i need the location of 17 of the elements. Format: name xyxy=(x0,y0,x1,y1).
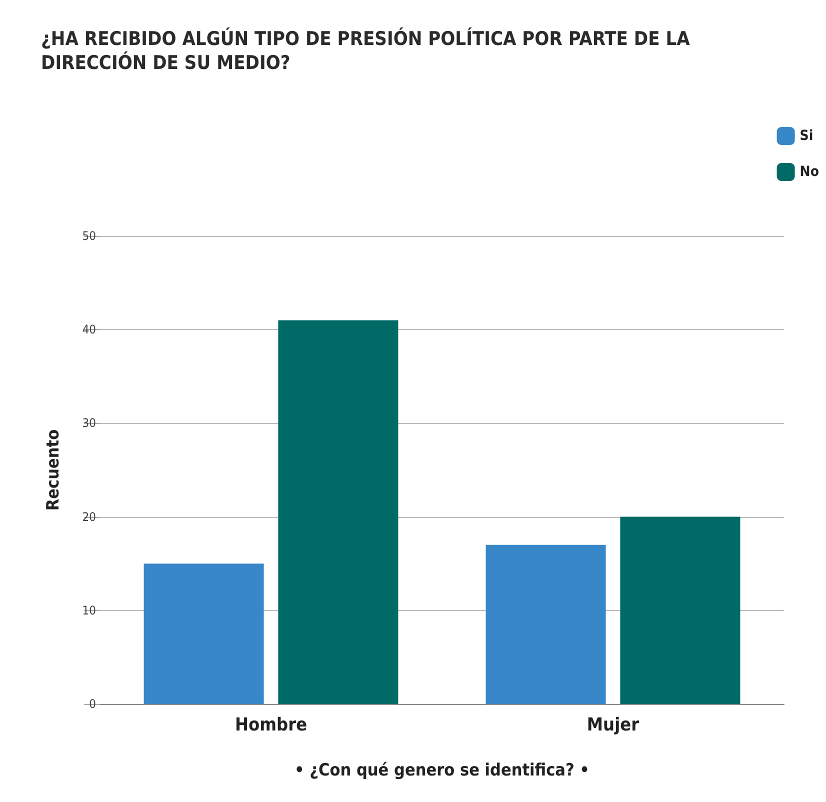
chart-title: ¿HA RECIBIDO ALGÚN TIPO DE PRESIÓN POLÍTICA POR PARTE DE LA DIRECCIÓN DE SU MEDIO? xyxy=(41,27,696,74)
bar xyxy=(620,516,740,704)
x-tick-label: Hombre xyxy=(234,714,308,736)
y-tick-label: 20 xyxy=(82,510,96,524)
y-tick-label: 40 xyxy=(82,322,96,337)
y-tick-label: 50 xyxy=(82,229,96,243)
bar xyxy=(144,564,264,704)
bar xyxy=(278,320,398,704)
y-tick-label: 30 xyxy=(82,416,96,430)
bar xyxy=(486,544,606,704)
x-axis-title: • ¿Con qué genero se identifica? • xyxy=(294,760,590,780)
y-axis-title: Recuento xyxy=(44,429,64,511)
x-tick-label: Mujer xyxy=(586,714,640,736)
legend-label: No xyxy=(800,164,820,180)
y-tick-label: 0 xyxy=(89,697,96,711)
legend-label: Si xyxy=(800,128,814,144)
y-tick-label: 10 xyxy=(82,603,96,618)
